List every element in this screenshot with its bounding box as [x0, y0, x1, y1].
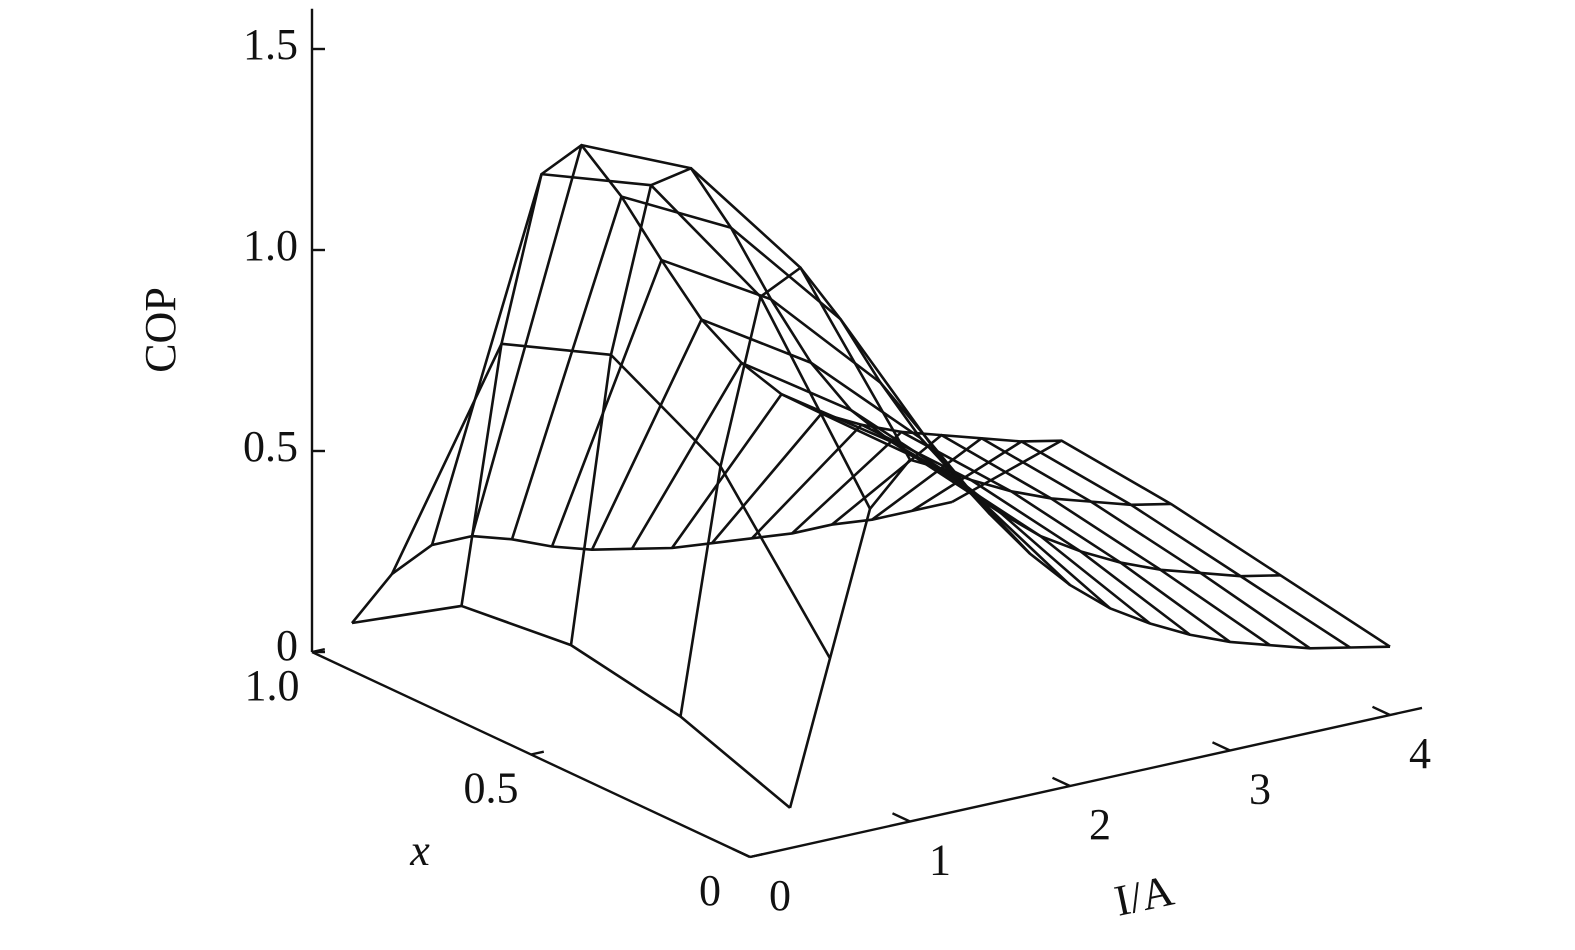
surface-column: [351, 604, 791, 809]
x-tick-label: 0: [769, 871, 791, 920]
x-tick: [891, 812, 911, 823]
x-tick: [1051, 776, 1071, 788]
z-tick-label: 0.5: [243, 422, 298, 471]
z-tick-label: 1.5: [243, 20, 298, 69]
surface-column: [590, 318, 1031, 555]
surface-column: [791, 430, 1231, 644]
surface-column: [831, 433, 1271, 647]
surface-column: [470, 143, 912, 537]
x-tick: [731, 847, 751, 859]
surface-row: [679, 266, 1281, 717]
surface-column: [751, 423, 1191, 636]
x-axis-label: I/A: [1110, 866, 1178, 926]
surface-row: [788, 458, 1391, 809]
surface-column: [430, 172, 872, 546]
surface-row: [350, 500, 953, 624]
surface-column: [711, 412, 1151, 625]
y-axis-label: x: [409, 826, 430, 875]
y-tick-label: 0: [699, 866, 721, 915]
x-tick-label: 1: [929, 836, 951, 885]
y-tick-label: 1.0: [245, 661, 300, 710]
y-tick: [530, 750, 545, 756]
x-tick: [1211, 741, 1231, 752]
x-tick: [1371, 705, 1391, 717]
y-tick: [749, 852, 764, 859]
surface-column: [510, 195, 952, 540]
z-tick-label: 1.0: [243, 221, 298, 270]
surface-column: [390, 342, 832, 659]
x-tick-label: 2: [1089, 800, 1111, 849]
x-tick-label: 3: [1249, 765, 1271, 814]
surface-column: [630, 361, 1071, 586]
surface-column: [951, 439, 1391, 648]
surface-column: [550, 258, 991, 547]
surface-column: [911, 440, 1351, 649]
surface-column: [871, 436, 1311, 650]
x-axis-line: [749, 706, 1423, 859]
surface-row: [460, 143, 1062, 607]
z-tick-label: 0: [276, 621, 298, 670]
z-axis-label: COP: [136, 287, 185, 373]
y-tick-label: 0.5: [464, 764, 519, 813]
x-tick-label: 4: [1409, 729, 1431, 778]
